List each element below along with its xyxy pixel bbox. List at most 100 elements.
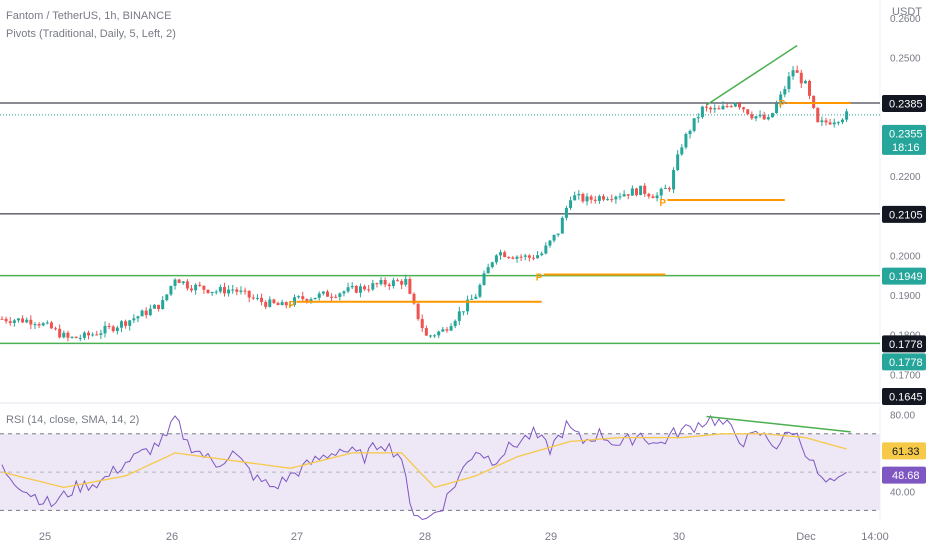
candle-body (478, 285, 482, 297)
candle-body (206, 289, 210, 294)
candle-body (626, 194, 630, 196)
candle-body (148, 308, 152, 316)
candle-body (202, 285, 206, 290)
candle-body (548, 240, 552, 246)
time-tick-label: 26 (166, 531, 178, 543)
candle-body (828, 122, 832, 125)
candle-body (367, 289, 371, 291)
candle-body (775, 103, 779, 114)
candle-body (614, 196, 618, 200)
candle-body (338, 293, 342, 297)
candle-body (503, 252, 507, 258)
candle-body (16, 318, 20, 321)
candle-body (247, 290, 251, 298)
candle-body (457, 311, 461, 321)
time-tick-label: 28 (419, 531, 431, 543)
candle-body (709, 107, 713, 110)
candle-body (688, 130, 692, 135)
candle-body (144, 310, 148, 316)
candle-body (74, 336, 78, 339)
candle-body (379, 279, 383, 285)
price-tag-0.1778[interactable]: 0.1778 (882, 335, 926, 353)
candle-body (729, 106, 733, 108)
candle-body (128, 320, 132, 326)
candle-body (676, 154, 680, 171)
candle-body (840, 119, 844, 123)
time-axis[interactable]: 25 26 27 28 29 30 Dec 14:00 (39, 531, 889, 543)
candle-body (140, 310, 144, 317)
candle-body (152, 304, 156, 309)
rsi-tag-RSI[interactable]: 48.68 (882, 466, 926, 484)
candle-body (494, 255, 498, 263)
candle-body (54, 328, 58, 330)
candle-body (750, 114, 754, 119)
candle-body (276, 303, 280, 306)
price-tick-label: 0.1700 (890, 370, 921, 381)
candle-body (391, 280, 395, 287)
candle-body (33, 324, 37, 326)
price-tag-bg (882, 335, 926, 353)
candle-body (474, 296, 478, 299)
candle-body (21, 318, 25, 323)
candle-body (651, 196, 655, 199)
price-tag-text: 0.1645 (889, 392, 923, 404)
price-tag-0.2385[interactable]: 0.2385 (882, 94, 926, 112)
time-tick-label: 25 (39, 531, 51, 543)
candle-body (581, 193, 585, 202)
price-tag-bg (882, 388, 926, 406)
pivot-label: P (779, 99, 786, 110)
candle-body (78, 337, 82, 339)
candle-body (845, 111, 849, 120)
candle-body (742, 107, 746, 110)
rsi-tag-MA[interactable]: 61.33 (882, 442, 926, 460)
candle-body (836, 122, 840, 124)
candle-body (445, 329, 449, 331)
candle-body (832, 122, 836, 125)
candle-body (428, 335, 432, 337)
price-tag-0.2355[interactable]: 0.2355 18:16 (882, 124, 926, 155)
candle-body (713, 108, 717, 110)
candle-body (461, 311, 465, 313)
candle-body (103, 325, 107, 334)
candle-body (132, 318, 136, 321)
candle-body (523, 255, 527, 257)
price-tag-0.1949[interactable]: 0.1949 (882, 267, 926, 285)
price-tag-0.1645[interactable]: 0.1645 (882, 388, 926, 406)
pivots-indicator-label[interactable]: Pivots (Traditional, Daily, 5, Left, 2) (6, 28, 176, 40)
candle-body (420, 319, 424, 329)
candle-body (363, 286, 367, 290)
candle-body (239, 290, 243, 292)
price-tag-0.2105[interactable]: 0.2105 (882, 205, 926, 223)
candle-body (643, 185, 647, 194)
candle-body (66, 332, 70, 338)
price-tag-bg (882, 124, 926, 155)
candle-body (552, 234, 556, 241)
candle-body (354, 285, 358, 293)
candle-body (41, 323, 45, 326)
price-tag-0.1778[interactable]: 0.1778 (882, 353, 926, 371)
rsi-band-background (0, 433, 880, 511)
rsi-tag-bg (882, 466, 926, 484)
candle-body (647, 193, 651, 197)
chart-symbol-title[interactable]: Fantom / TetherUS, 1h, BINANCE (6, 10, 172, 22)
candle-body (449, 326, 453, 331)
candle-body (383, 279, 387, 285)
candle-body (667, 187, 671, 190)
candle-body (705, 106, 709, 108)
candle-body (515, 256, 519, 259)
candle-body (589, 196, 593, 200)
candle-body (305, 299, 309, 302)
candle-body (803, 80, 807, 84)
rsi-indicator-label[interactable]: RSI (14, close, SMA, 14, 2) (6, 414, 140, 426)
candle-body (799, 72, 803, 84)
price-axis[interactable]: 0.26000.25000.22000.20000.19000.23000.18… (882, 14, 926, 498)
candle-body (194, 284, 198, 291)
candle-body (0, 318, 4, 320)
candle-body (486, 267, 490, 274)
candle-body (746, 109, 750, 115)
candle-body (95, 334, 99, 336)
rsi-tag-bg (882, 442, 926, 460)
candle-body (350, 285, 354, 288)
candle-body (577, 193, 581, 196)
